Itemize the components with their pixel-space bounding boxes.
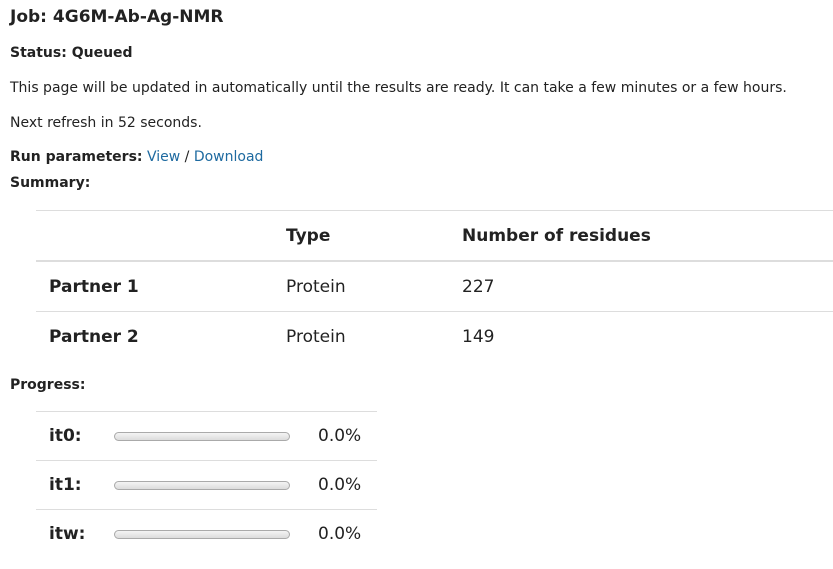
progress-bar [114,431,290,441]
progress-value: 0.0% [318,426,362,446]
progress-bar-cell [114,510,318,559]
run-parameters: Run parameters: View / Download [10,149,263,165]
partner-residues: 149 [462,326,495,347]
partner-type: Protein [286,276,346,297]
status-value: Queued [71,45,133,61]
progress-value: 0.0% [318,475,362,495]
progress-stage-name: it0: [49,426,82,446]
table-row: Partner 1 Protein 227 [36,261,833,312]
job-title-prefix: Job: [10,7,47,27]
download-parameters-link[interactable]: Download [193,149,264,165]
summary-header-row: Type Number of residues [36,210,833,262]
status-line: Status: Queued [10,45,133,61]
summary-header-type: Type [286,225,331,246]
progress-bar-cell [114,461,318,510]
refresh-line: Next refresh in 52 seconds. [10,115,202,131]
partner-type: Protein [286,326,346,347]
table-row: Partner 2 Protein 149 [36,312,833,362]
progress-bar [114,529,290,539]
progress-row: itw: 0.0% [36,509,377,559]
summary-label: Summary: [10,175,91,191]
progress-row: it0: 0.0% [36,411,377,461]
progress-value: 0.0% [318,524,362,544]
progress-table: it0: 0.0% it1: 0.0% itw: [36,411,377,558]
progress-label: Progress: [10,377,86,393]
run-parameters-label: Run parameters: [10,149,143,165]
refresh-prefix: Next refresh in [10,115,114,131]
view-parameters-link[interactable]: View [146,149,181,165]
summary-header-residues: Number of residues [462,225,651,246]
partner-name: Partner 2 [49,326,139,347]
summary-header-name [36,211,273,262]
progress-stage-name: itw: [49,524,86,544]
progress-row: it1: 0.0% [36,460,377,510]
partner-residues: 227 [462,276,495,297]
status-label: Status: [10,45,67,61]
info-text: This page will be updated in automatical… [10,80,787,96]
link-separator: / [184,149,190,165]
progress-bar-cell [114,412,318,461]
summary-table: Type Number of residues Partner 1 Protei… [36,210,833,361]
progress-bar [114,480,290,490]
refresh-seconds: 52 [117,115,136,131]
refresh-suffix: seconds. [140,115,202,131]
job-name: 4G6M-Ab-Ag-NMR [52,7,224,27]
page-title: Job: 4G6M-Ab-Ag-NMR [10,7,224,27]
partner-name: Partner 1 [49,276,139,297]
progress-stage-name: it1: [49,475,82,495]
